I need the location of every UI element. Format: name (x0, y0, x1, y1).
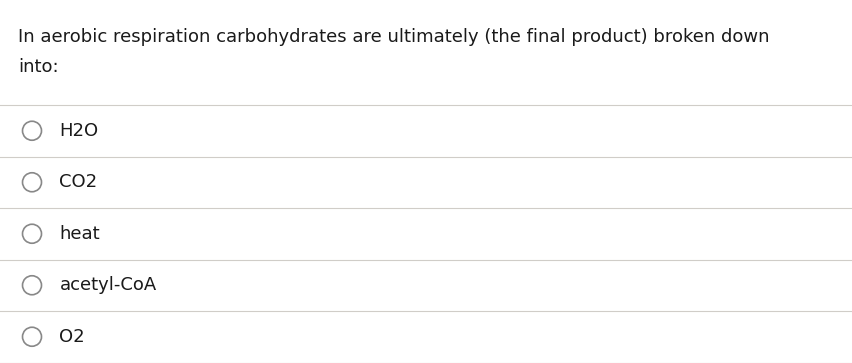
Text: CO2: CO2 (60, 173, 98, 191)
Text: acetyl-CoA: acetyl-CoA (60, 276, 157, 294)
Text: into:: into: (18, 58, 59, 76)
Text: heat: heat (60, 225, 101, 243)
Text: O2: O2 (60, 328, 85, 346)
Text: In aerobic respiration carbohydrates are ultimately (the final product) broken d: In aerobic respiration carbohydrates are… (18, 28, 769, 46)
Text: H2O: H2O (60, 122, 99, 140)
